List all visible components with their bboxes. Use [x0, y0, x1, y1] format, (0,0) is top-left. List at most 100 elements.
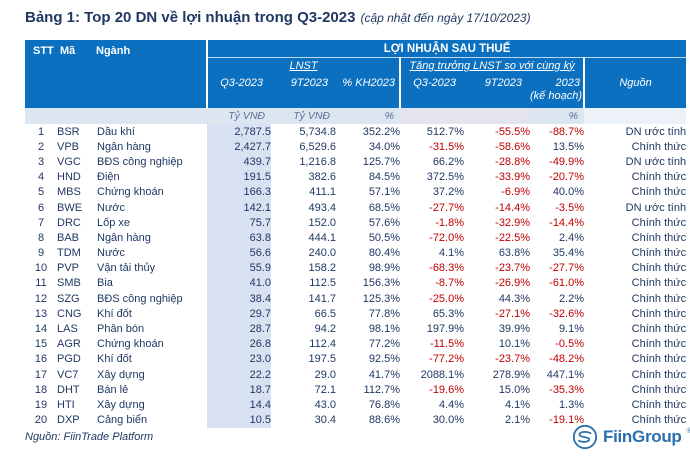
fiingroup-logo-icon [572, 424, 598, 450]
cell-g-9t: -6.9% [501, 186, 531, 199]
table-row: 10 PVP Vận tải thủy 55.9 158.2 98.9% -68.3% -23… [25, 260, 687, 276]
cell-g-2023: 2.2% [558, 292, 585, 305]
cell-lnst-9t: 141.7 [308, 292, 337, 305]
cell-nganh: Bia [97, 277, 113, 290]
cell-stt: 11 [35, 277, 47, 290]
cell-ma: SMB [57, 277, 81, 290]
cell-ma: PVP [57, 262, 80, 275]
cell-stt: 1 [37, 125, 45, 138]
cell-g-q3: -72.0% [429, 231, 465, 244]
cell-lnst-kh: 98.9% [368, 262, 401, 275]
cell-lnst-9t: 112.4 [309, 338, 337, 351]
col-header-growth-9t: 9T2023 [464, 73, 531, 108]
profit-table: STT Mã Ngành LỢI NHUẬN SAU THUẾ LNST Tăng … [25, 40, 687, 428]
cell-nganh: Dầu khí [97, 125, 135, 138]
table-row: 4 HND Điện 191.5 382.6 84.5% 372.5% -33.9% -20.7… [25, 169, 686, 185]
cell-nganh: Xây dựng [97, 368, 145, 381]
cell-nganh: BĐS công nghiệp [97, 155, 183, 168]
cell-g-q3: 65.3% [432, 307, 465, 320]
table-row: 2 VPB Ngân hàng 2,427.7 6,529.6 34.0% -31.5% -5… [25, 139, 686, 155]
cell-ma: DXP [57, 414, 80, 427]
cell-g-q3: 37.2% [432, 186, 465, 199]
cell-stt: 20 [34, 414, 48, 427]
table-row: 16 PGD Khí đốt 23.0 197.5 92.5% -77.2% -23.7% -4… [25, 351, 687, 367]
col-header-growth-2023-line1: 2023 [555, 77, 581, 89]
cell-lnst-9t: 1,216.8 [299, 155, 337, 168]
cell-g-2023: -49.9% [549, 155, 585, 168]
cell-stt: 5 [37, 186, 45, 199]
cell-ma: BAB [57, 231, 80, 244]
cell-nganh: Chứng khoán [97, 338, 164, 351]
fiingroup-trademark-icon: ® [686, 428, 690, 435]
table-row: 12 SZG BĐS công nghiệp 38.4 141.7 125.3% -25.0… [25, 291, 686, 307]
cell-nguon: Chính thức [631, 353, 687, 366]
cell-lnst-kh: 125.3% [362, 292, 401, 305]
cell-g-q3: -19.6% [429, 383, 465, 396]
cell-lnst-kh: 77.8% [368, 307, 401, 320]
cell-lnst-9t: 29.0 [314, 368, 337, 381]
cell-lnst-9t: 152.0 [308, 216, 337, 229]
cell-nguon: DN ước tính [625, 155, 687, 168]
cell-lnst-q3: 55.9 [207, 260, 272, 276]
cell-lnst-q3: 14.4 [207, 397, 272, 413]
cell-ma: MBS [57, 186, 81, 199]
cell-nganh: Nước [97, 201, 126, 214]
cell-lnst-kh: 98.1% [368, 323, 401, 336]
cell-g-q3: 512.7% [426, 125, 465, 138]
cell-lnst-q3: 2,787.5 [207, 124, 272, 140]
cell-lnst-q3: 26.8 [207, 336, 272, 352]
cell-lnst-9t: 112.5 [309, 277, 337, 290]
cell-nguon: Chính thức [631, 398, 687, 411]
cell-lnst-9t: 493.4 [308, 201, 337, 214]
left-header-cell: STT Mã Ngành [25, 40, 209, 108]
cell-stt: 10 [34, 262, 48, 275]
cell-nganh: Chứng khoán [97, 186, 164, 199]
cell-nguon: Chính thức [631, 368, 687, 381]
cell-g-9t: 4.1% [504, 398, 531, 411]
table-title: Bảng 1: Top 20 DN về lợi nhuận trong Q3-… [25, 9, 356, 26]
cell-lnst-q3: 191.5 [207, 169, 272, 185]
cell-g-2023: -27.7% [549, 262, 585, 275]
cell-stt: 14 [34, 323, 48, 336]
col-header-nganh: Ngành [96, 45, 131, 57]
subgroup-lnst: LNST [207, 57, 401, 73]
cell-nguon: Chính thức [631, 323, 687, 336]
col-header-growth-2023-line2: (kế hoạch) [530, 90, 582, 102]
cell-ma: BWE [57, 201, 83, 214]
cell-nguon: Chính thức [631, 307, 687, 320]
cell-nganh: Xây dựng [97, 398, 145, 411]
table-row: 3 VGC BĐS công nghiệp 439.7 1,216.8 125.7% 66.… [25, 154, 687, 170]
subgroup-growth: Tăng trưởng LNST so với cùng kỳ [399, 57, 585, 73]
cell-lnst-9t: 72.1 [314, 383, 337, 396]
cell-g-2023: 447.1% [546, 368, 585, 381]
cell-nganh: Bán lẻ [97, 383, 129, 396]
cell-lnst-q3: 439.7 [207, 154, 272, 170]
cell-nguon: Chính thức [631, 262, 687, 275]
unit-lnst-kh: % [336, 108, 401, 124]
cell-nguon: DN ước tính [625, 125, 687, 138]
cell-stt: 15 [34, 338, 48, 351]
cell-lnst-9t: 94.2 [314, 323, 337, 336]
cell-stt: 18 [34, 383, 48, 396]
cell-g-q3: 4.1% [438, 247, 465, 260]
cell-g-9t: 15.0% [498, 383, 531, 396]
cell-nganh: Lốp xe [97, 216, 131, 229]
cell-lnst-q3: 10.5 [207, 412, 272, 428]
cell-g-q3: -27.7% [429, 201, 465, 214]
cell-nganh: Điện [97, 171, 120, 184]
cell-g-9t: 39.9% [498, 323, 531, 336]
header-row-columns: Q3-2023 9T2023 % KH2023 Q3-2023 9T2023 2… [25, 73, 686, 108]
table-row: 14 LAS Phân bón 28.7 94.2 98.1% 197.9% 39.9% 9.1… [25, 321, 687, 337]
cell-nguon: Chính thức [631, 247, 687, 260]
page-title: Bảng 1: Top 20 DN về lợi nhuận trong Q3-… [25, 9, 531, 27]
cell-nguon: Chính thức [631, 414, 687, 427]
cell-g-q3: 30.0% [432, 414, 465, 427]
cell-lnst-9t: 411.1 [309, 186, 337, 199]
cell-g-2023: -14.4% [549, 216, 585, 229]
table-row: 9 TDM Nước 56.6 240.0 80.4% 4.1% 63.8% 35.4% Chín… [25, 245, 687, 261]
cell-lnst-q3: 56.6 [207, 245, 272, 261]
cell-lnst-kh: 50.5% [368, 231, 401, 244]
cell-g-2023: -61.0% [549, 277, 585, 290]
cell-ma: PGD [57, 353, 81, 366]
cell-g-2023: -0.5% [555, 338, 585, 351]
